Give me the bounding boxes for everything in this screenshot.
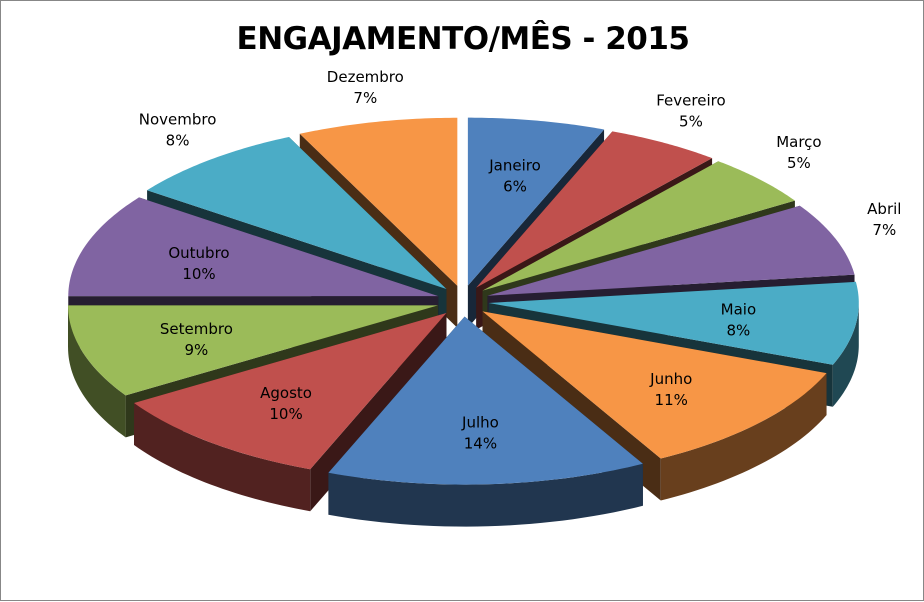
pie-slice-top xyxy=(482,311,827,459)
pie-slice-top xyxy=(487,205,855,296)
slice-label-setembro: Setembro xyxy=(160,320,233,338)
slice-label-janeiro: Janeiro xyxy=(488,156,541,174)
pie-slice-top xyxy=(467,117,605,286)
pie-slice-rim xyxy=(134,403,311,512)
slice-value-junho: 11% xyxy=(655,391,688,409)
slice-value-novembro: 8% xyxy=(166,131,190,149)
pie-slice-rim xyxy=(832,302,859,407)
pie-slice-top xyxy=(299,117,458,286)
slice-value-maio: 8% xyxy=(727,321,751,339)
slice-value-fevereiro: 5% xyxy=(679,113,703,131)
chart-title: ENGAJAMENTO/MÊS - 2015 xyxy=(236,21,690,57)
slice-label-fevereiro: Fevereiro xyxy=(656,92,725,110)
slice-label-junho: Junho xyxy=(649,370,692,388)
slice-label-março: Março xyxy=(776,133,821,151)
pie-slice-top xyxy=(68,305,439,396)
pie-slice-top xyxy=(476,131,713,288)
slice-value-julho: 14% xyxy=(464,435,497,453)
pie-slice-top xyxy=(68,197,439,297)
pie-slice-top xyxy=(134,313,447,470)
slice-value-dezembro: 7% xyxy=(353,89,377,107)
pie-slice-top xyxy=(488,281,859,365)
slice-label-maio: Maio xyxy=(721,300,756,318)
pie-slice-agosto xyxy=(134,313,447,512)
slice-label-julho: Julho xyxy=(461,414,499,432)
pie-slice-rim xyxy=(328,463,643,527)
slice-value-outubro: 10% xyxy=(182,265,215,283)
pie-slice-rim xyxy=(68,305,126,438)
pie-slice-top xyxy=(328,316,643,485)
pie-slice-top xyxy=(147,136,447,289)
pie-slice-rim xyxy=(660,373,827,501)
slice-value-agosto: 10% xyxy=(269,405,302,423)
slice-label-agosto: Agosto xyxy=(260,384,312,402)
pie-slice-top xyxy=(482,161,795,291)
slice-value-março: 5% xyxy=(787,154,811,172)
slice-value-setembro: 9% xyxy=(185,341,209,359)
slice-label-outubro: Outubro xyxy=(168,244,229,262)
slice-label-dezembro: Dezembro xyxy=(327,68,404,86)
slice-value-abril: 7% xyxy=(872,221,896,239)
slice-label-novembro: Novembro xyxy=(139,110,217,128)
slice-value-janeiro: 6% xyxy=(503,177,527,195)
slice-label-abril: Abril xyxy=(867,200,901,218)
pie-slice-julho xyxy=(328,316,643,527)
